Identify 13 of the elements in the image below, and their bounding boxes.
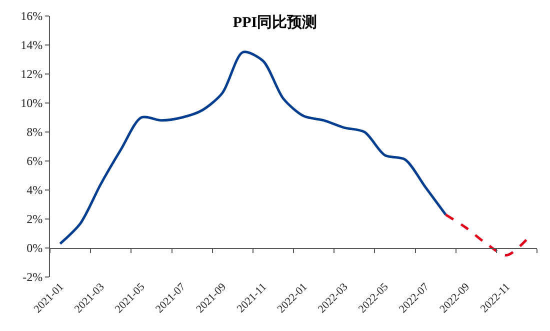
y-tick-label: 14% (20, 38, 43, 52)
chart-title: PPI同比预测 (232, 14, 318, 32)
y-tick-label: 2% (26, 212, 43, 226)
y-tick-label: 6% (26, 154, 43, 168)
y-tick-label: 8% (26, 125, 43, 140)
line-series (444, 213, 528, 256)
y-tick-label: 12% (20, 67, 43, 82)
y-tick-label: -2% (22, 270, 43, 284)
line-series (58, 50, 447, 245)
y-tick-label: 16% (20, 9, 43, 24)
y-tick-label: 10% (20, 96, 43, 110)
y-tick-label: 4% (26, 183, 43, 198)
y-tick-label: 0% (26, 241, 43, 256)
